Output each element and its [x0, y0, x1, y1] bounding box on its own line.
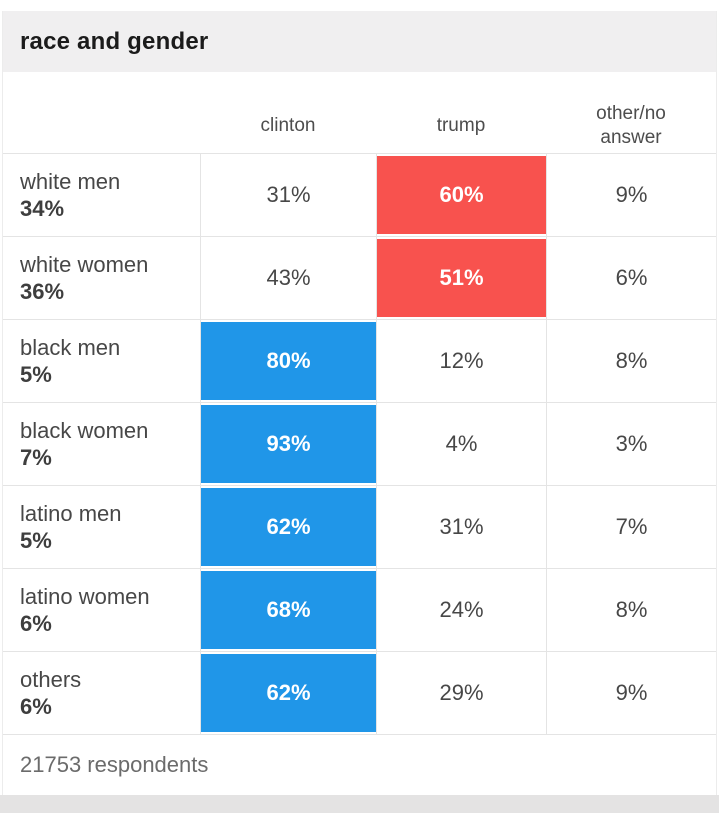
table-row: latino women 6% 68% 24% 8% [3, 568, 716, 651]
other-value-cell: 8% [546, 320, 716, 402]
clinton-value-cell: 43% [200, 237, 376, 319]
row-label-cell: others 6% [3, 652, 200, 734]
other-value-cell: 9% [546, 154, 716, 236]
group-share: 5% [20, 528, 52, 553]
column-header-other: other/no answer [596, 102, 666, 148]
table-title: race and gender [20, 27, 209, 55]
trump-value-cell: 31% [376, 486, 546, 568]
column-header-trump: trump [436, 114, 486, 136]
table-row: black men 5% 80% 12% 8% [3, 319, 716, 402]
other-value-cell: 6% [546, 237, 716, 319]
table-title-band: race and gender [3, 11, 716, 72]
group-label: others [20, 667, 82, 692]
column-header-row: clinton trump other/no answer [3, 72, 716, 153]
group-label: white women [20, 252, 149, 277]
group-label: white men [20, 169, 121, 194]
other-value-cell: 8% [546, 569, 716, 651]
group-share: 6% [20, 694, 52, 719]
row-label-cell: white men 34% [3, 154, 200, 236]
row-label-cell: latino men 5% [3, 486, 200, 568]
trump-value-cell: 4% [376, 403, 546, 485]
clinton-value-cell: 93% [200, 403, 376, 485]
other-value-cell: 7% [546, 486, 716, 568]
trump-value-cell: 24% [376, 569, 546, 651]
clinton-value-cell: 62% [200, 486, 376, 568]
bottom-margin [0, 795, 719, 813]
group-label: black women [20, 418, 149, 443]
group-share: 6% [20, 611, 52, 636]
table-row: latino men 5% 62% 31% 7% [3, 485, 716, 568]
other-value-cell: 3% [546, 403, 716, 485]
table-row: white women 36% 43% 51% 6% [3, 236, 716, 319]
table-body: white men 34% 31% 60% 9% white women 36%… [3, 153, 716, 734]
table-row: white men 34% 31% 60% 9% [3, 153, 716, 236]
table-row: others 6% 62% 29% 9% [3, 651, 716, 734]
trump-value-cell: 60% [376, 154, 546, 236]
row-label-cell: black men 5% [3, 320, 200, 402]
respondents-note: 21753 respondents [3, 734, 716, 795]
group-share: 5% [20, 362, 52, 387]
trump-value-cell: 29% [376, 652, 546, 734]
trump-value-cell: 12% [376, 320, 546, 402]
row-label-cell: latino women 6% [3, 569, 200, 651]
poll-table-card: race and gender clinton trump other/no a… [2, 11, 717, 795]
clinton-value-cell: 80% [200, 320, 376, 402]
column-header-clinton: clinton [260, 114, 316, 136]
row-label-cell: white women 36% [3, 237, 200, 319]
group-label: latino men [20, 501, 122, 526]
clinton-value-cell: 68% [200, 569, 376, 651]
clinton-value-cell: 62% [200, 652, 376, 734]
group-share: 34% [20, 196, 65, 221]
group-share: 36% [20, 279, 65, 304]
table-row: black women 7% 93% 4% 3% [3, 402, 716, 485]
clinton-value-cell: 31% [200, 154, 376, 236]
row-label-column-spacer [3, 98, 200, 153]
group-label: latino women [20, 584, 150, 609]
group-share: 7% [20, 445, 52, 470]
trump-value-cell: 51% [376, 237, 546, 319]
top-margin [0, 0, 719, 11]
other-value-cell: 9% [546, 652, 716, 734]
row-label-cell: black women 7% [3, 403, 200, 485]
group-label: black men [20, 335, 121, 360]
